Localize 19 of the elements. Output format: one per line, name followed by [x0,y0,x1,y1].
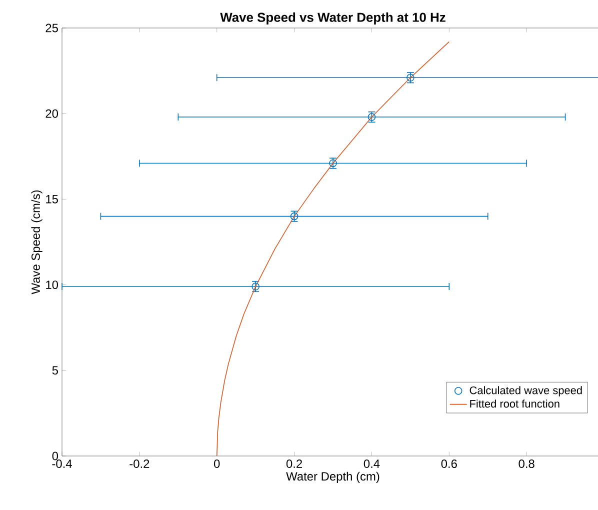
y-tick-label: 25 [46,24,58,32]
x-tick-label: -0.4 [52,460,72,468]
y-tick-label: 20 [46,109,58,118]
y-tick-label: 5 [52,366,58,375]
legend-label: Calculated wave speed [470,386,582,396]
x-tick-label: -0.2 [130,460,150,468]
x-tick-label: 0 [214,460,220,468]
y-axis-title: Wave Speed (cm/s) [31,190,42,294]
legend-label: Fitted root function [470,400,560,408]
x-tick-label: 0.8 [518,460,534,468]
chart-title: Wave Speed vs Water Depth at 10 Hz [220,12,446,24]
y-tick-label: 10 [46,280,58,290]
x-tick-label: 0.6 [441,460,457,468]
y-tick-label: 15 [46,195,58,204]
y-tick-label: 0 [52,452,58,460]
x-axis-title: Water Depth (cm) [286,472,380,483]
line-series [216,41,450,456]
x-tick-label: 0.4 [364,460,380,468]
x-tick-label: 0.2 [286,460,302,468]
